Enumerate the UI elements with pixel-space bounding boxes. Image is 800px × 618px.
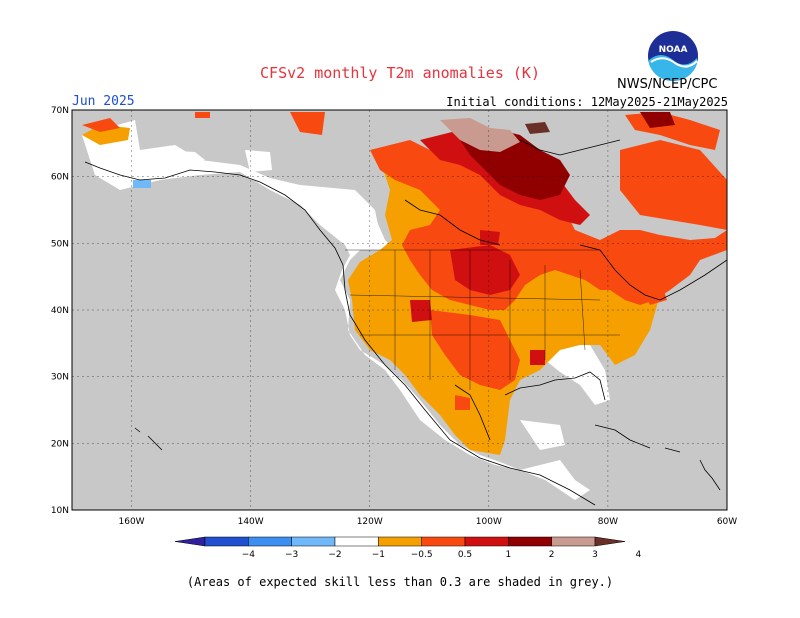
longitude-label: 100W xyxy=(476,517,502,527)
longitude-label: 80W xyxy=(598,517,618,527)
colorbar-label: −4 xyxy=(242,550,256,560)
colorbar-label: 4 xyxy=(635,550,641,560)
colorbar-box xyxy=(421,536,466,547)
map-frame xyxy=(71,109,728,511)
anomaly-extreme xyxy=(525,122,550,134)
colorbar-label: 0.5 xyxy=(458,550,472,560)
colorbar-box xyxy=(508,536,552,547)
colorbar-label: −2 xyxy=(328,550,341,560)
anomaly-negative-patch xyxy=(133,180,151,188)
colorbar-box xyxy=(291,536,336,547)
colorbar-box xyxy=(551,536,596,547)
logo-text: NOAA xyxy=(659,45,688,55)
longitude-labels: 160W 140W 120W 100W 80W 60W xyxy=(119,517,738,527)
longitude-label: 160W xyxy=(119,517,145,527)
latitude-label: 40N xyxy=(51,306,69,316)
colorbar: −4 −3 −2 −1 −0.5 0.5 1 2 3 4 xyxy=(174,536,641,560)
colorbar-box xyxy=(464,536,509,547)
islands xyxy=(134,424,721,491)
colorbar-label: 2 xyxy=(549,550,555,560)
colorbar-box xyxy=(248,536,292,547)
colorbar-label: −3 xyxy=(285,550,298,560)
skill-footnote: (Areas of expected skill less than 0.3 a… xyxy=(186,575,614,589)
latitude-labels: 70N 60N 50N 40N 30N 20N 10N xyxy=(51,106,69,516)
graticule xyxy=(72,110,727,510)
forecast-month: Jun 2025 xyxy=(72,94,135,109)
state-borders xyxy=(345,249,620,390)
land-white xyxy=(82,120,610,500)
colorbar-label: −0.5 xyxy=(411,550,433,560)
latitude-label: 50N xyxy=(51,239,69,249)
colorbar-label: −1 xyxy=(372,550,385,560)
anomaly-above-4 xyxy=(440,118,520,152)
colorbar-box xyxy=(334,536,379,547)
latitude-label: 30N xyxy=(51,373,69,383)
initial-conditions: Initial conditions: 12May2025-21May2025 xyxy=(446,95,728,109)
colorbar-min-arrow xyxy=(174,536,206,547)
map-title: CFSv2 monthly T2m anomalies (K) xyxy=(260,64,540,82)
latitude-label: 70N xyxy=(51,106,69,116)
longitude-label: 140W xyxy=(238,517,264,527)
colorbar-max-arrow xyxy=(594,536,626,547)
longitude-label: 60W xyxy=(717,517,737,527)
colorbar-box xyxy=(204,536,249,547)
colorbar-box xyxy=(378,536,422,547)
colorbar-label: 1 xyxy=(505,550,511,560)
longitude-label: 120W xyxy=(357,517,383,527)
noaa-logo-icon: NOAA xyxy=(648,31,698,81)
latitude-label: 10N xyxy=(51,506,69,516)
latitude-label: 20N xyxy=(51,439,69,449)
agency-label: NWS/NCEP/CPC xyxy=(617,77,718,92)
colorbar-label: 3 xyxy=(592,550,598,560)
coastlines xyxy=(84,139,727,506)
latitude-label: 60N xyxy=(51,173,69,183)
